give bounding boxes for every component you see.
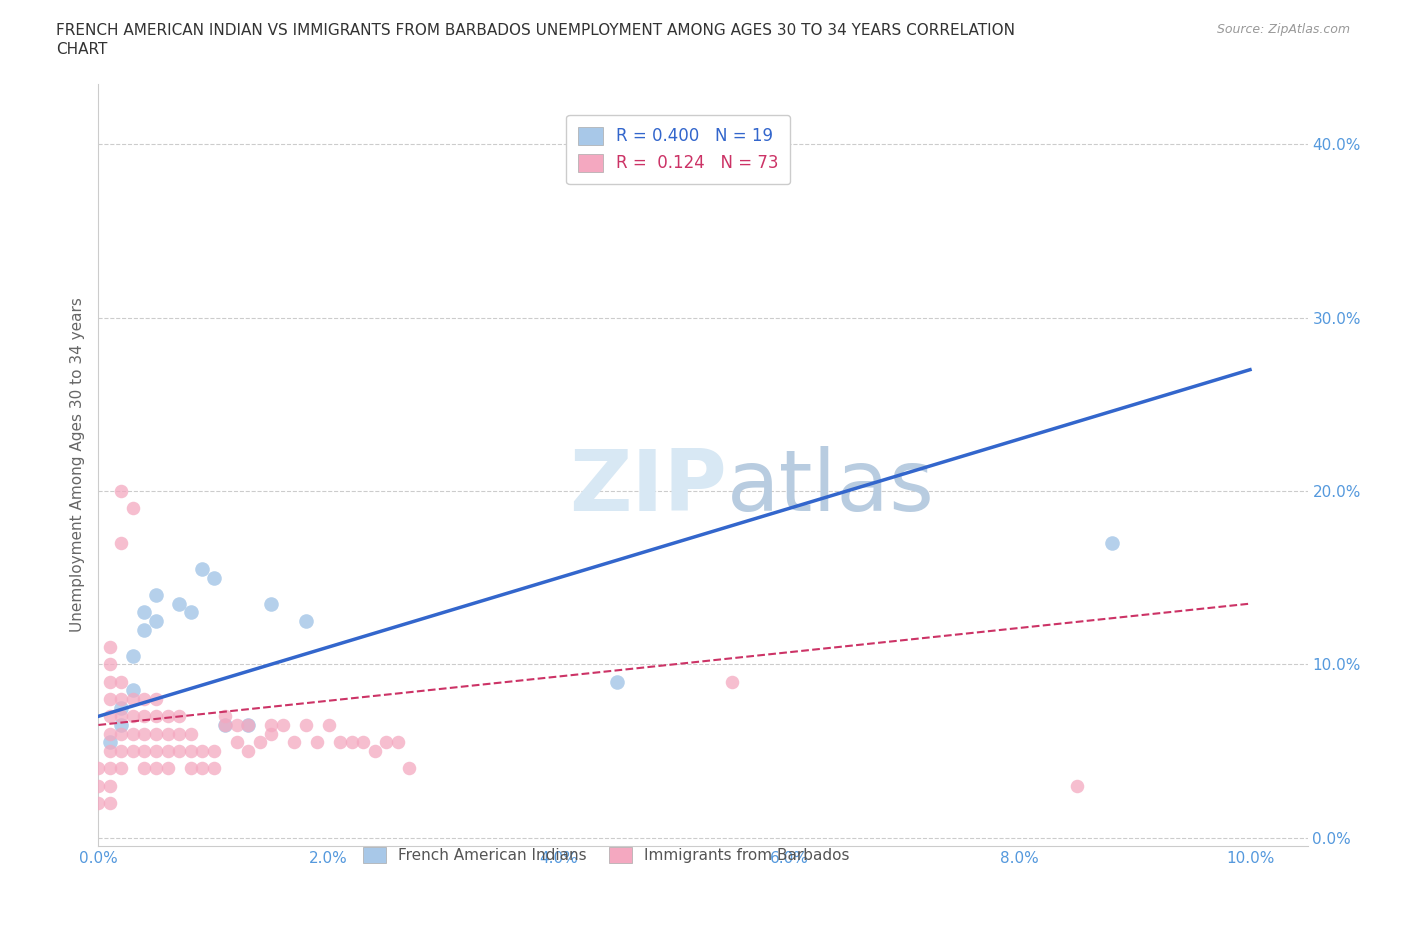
Point xyxy=(134,709,156,724)
Point xyxy=(214,709,236,724)
Point xyxy=(98,709,121,724)
Point xyxy=(191,761,214,776)
Point xyxy=(236,718,259,733)
Point xyxy=(167,596,190,611)
Point xyxy=(398,761,420,776)
Point xyxy=(191,744,214,759)
Text: Source: ZipAtlas.com: Source: ZipAtlas.com xyxy=(1216,23,1350,36)
Text: CHART: CHART xyxy=(56,42,108,57)
Point xyxy=(122,709,145,724)
Point xyxy=(122,726,145,741)
Point xyxy=(98,744,121,759)
Point xyxy=(318,718,340,733)
Point xyxy=(110,761,132,776)
Point xyxy=(110,709,132,724)
Point xyxy=(180,744,202,759)
Text: FRENCH AMERICAN INDIAN VS IMMIGRANTS FROM BARBADOS UNEMPLOYMENT AMONG AGES 30 TO: FRENCH AMERICAN INDIAN VS IMMIGRANTS FRO… xyxy=(56,23,1015,38)
Point xyxy=(260,726,283,741)
Point xyxy=(145,744,167,759)
Point xyxy=(180,604,202,619)
Point xyxy=(180,761,202,776)
Point xyxy=(167,744,190,759)
Point xyxy=(156,744,179,759)
Point xyxy=(249,735,271,750)
Point xyxy=(98,692,121,707)
Point xyxy=(87,778,110,793)
Point xyxy=(202,761,225,776)
Point xyxy=(122,683,145,698)
Point xyxy=(110,674,132,689)
Point xyxy=(145,614,167,629)
Point xyxy=(98,657,121,671)
Point xyxy=(98,778,121,793)
Point xyxy=(225,735,247,750)
Point xyxy=(156,709,179,724)
Point xyxy=(180,726,202,741)
Point xyxy=(202,744,225,759)
Point xyxy=(720,674,742,689)
Point xyxy=(236,744,259,759)
Point xyxy=(145,709,167,724)
Point xyxy=(110,744,132,759)
Point xyxy=(122,648,145,663)
Point xyxy=(98,761,121,776)
Point xyxy=(110,726,132,741)
Point xyxy=(98,674,121,689)
Point xyxy=(145,692,167,707)
Point xyxy=(145,761,167,776)
Point xyxy=(294,614,316,629)
Point xyxy=(340,735,363,750)
Point xyxy=(110,692,132,707)
Point xyxy=(606,674,628,689)
Point xyxy=(110,484,132,498)
Point xyxy=(122,501,145,516)
Point xyxy=(122,692,145,707)
Point xyxy=(167,726,190,741)
Point xyxy=(87,761,110,776)
Point xyxy=(1101,536,1123,551)
Point xyxy=(214,718,236,733)
Point xyxy=(156,761,179,776)
Point xyxy=(145,588,167,603)
Point xyxy=(236,718,259,733)
Point xyxy=(134,726,156,741)
Text: atlas: atlas xyxy=(727,446,935,529)
Point xyxy=(202,570,225,585)
Point xyxy=(271,718,294,733)
Point xyxy=(98,726,121,741)
Point xyxy=(260,718,283,733)
Legend: French American Indians, Immigrants from Barbados: French American Indians, Immigrants from… xyxy=(357,841,856,870)
Point xyxy=(156,726,179,741)
Point xyxy=(122,744,145,759)
Point xyxy=(352,735,374,750)
Point xyxy=(329,735,352,750)
Point xyxy=(110,536,132,551)
Point xyxy=(214,718,236,733)
Point xyxy=(110,718,132,733)
Point xyxy=(307,735,329,750)
Point xyxy=(191,562,214,577)
Text: ZIP: ZIP xyxy=(569,446,727,529)
Point xyxy=(145,726,167,741)
Point xyxy=(387,735,409,750)
Point xyxy=(364,744,387,759)
Point xyxy=(260,596,283,611)
Point xyxy=(98,640,121,655)
Point xyxy=(87,795,110,810)
Point xyxy=(294,718,316,733)
Point xyxy=(134,761,156,776)
Point xyxy=(98,735,121,750)
Point xyxy=(134,692,156,707)
Y-axis label: Unemployment Among Ages 30 to 34 years: Unemployment Among Ages 30 to 34 years xyxy=(69,298,84,632)
Point xyxy=(134,622,156,637)
Point xyxy=(225,718,247,733)
Point xyxy=(167,709,190,724)
Point xyxy=(98,795,121,810)
Point xyxy=(110,700,132,715)
Point xyxy=(1066,778,1088,793)
Point xyxy=(283,735,305,750)
Point xyxy=(134,604,156,619)
Point xyxy=(375,735,398,750)
Point xyxy=(134,744,156,759)
